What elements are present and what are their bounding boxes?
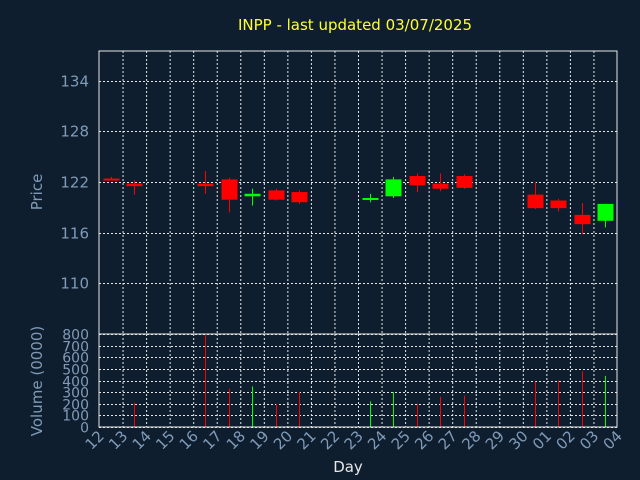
x-axis-label: Day xyxy=(333,458,363,476)
x-ticks: 1213141516171819202122232425262728293001… xyxy=(82,427,626,453)
candle-body xyxy=(197,183,214,187)
candle-body xyxy=(268,190,285,200)
volume-grid xyxy=(99,334,617,428)
candle-body xyxy=(597,203,614,221)
candle-body xyxy=(362,197,379,200)
candle-body xyxy=(409,176,426,186)
volume-y-tick-label: 200 xyxy=(62,398,89,414)
price-y-tick-label: 128 xyxy=(60,123,89,141)
volume-y-tick-label: 500 xyxy=(62,363,89,379)
candle-body xyxy=(385,179,402,197)
candle-body xyxy=(103,178,120,181)
candle-body xyxy=(221,179,238,200)
candle-body xyxy=(291,192,308,203)
price-y-tick-label: 116 xyxy=(60,225,89,243)
candle-body xyxy=(574,214,591,225)
price-candles xyxy=(103,170,614,235)
candle-body xyxy=(432,183,449,189)
volume-y-tick-label: 0 xyxy=(80,421,89,437)
volume-y-tick-label: 800 xyxy=(62,328,89,344)
volume-y-tick-label: 100 xyxy=(62,409,89,425)
price-y-tick-label: 122 xyxy=(60,174,89,192)
candle-body xyxy=(527,194,544,209)
volume-y-tick-label: 300 xyxy=(62,386,89,402)
chart-title: INPP - last updated 03/07/2025 xyxy=(238,16,472,34)
volume-y-tick-label: 400 xyxy=(62,375,89,391)
candle-body xyxy=(550,200,567,209)
candle-body xyxy=(244,193,261,197)
price-y-tick-label: 110 xyxy=(60,275,89,293)
price-y-ticks: 110 116 122 128 134 xyxy=(60,73,89,293)
volume-y-tick-label: 700 xyxy=(62,340,89,356)
volume-y-tick-label: 600 xyxy=(62,351,89,367)
volume-bars xyxy=(134,335,606,427)
price-grid xyxy=(99,51,617,334)
candle-body xyxy=(126,183,143,187)
candle-body xyxy=(456,176,473,188)
price-y-tick-label: 134 xyxy=(60,73,89,91)
volume-axis-label: Volume (0000) xyxy=(28,326,46,436)
price-axis-label: Price xyxy=(28,174,46,211)
volume-panel-frame xyxy=(98,333,618,428)
